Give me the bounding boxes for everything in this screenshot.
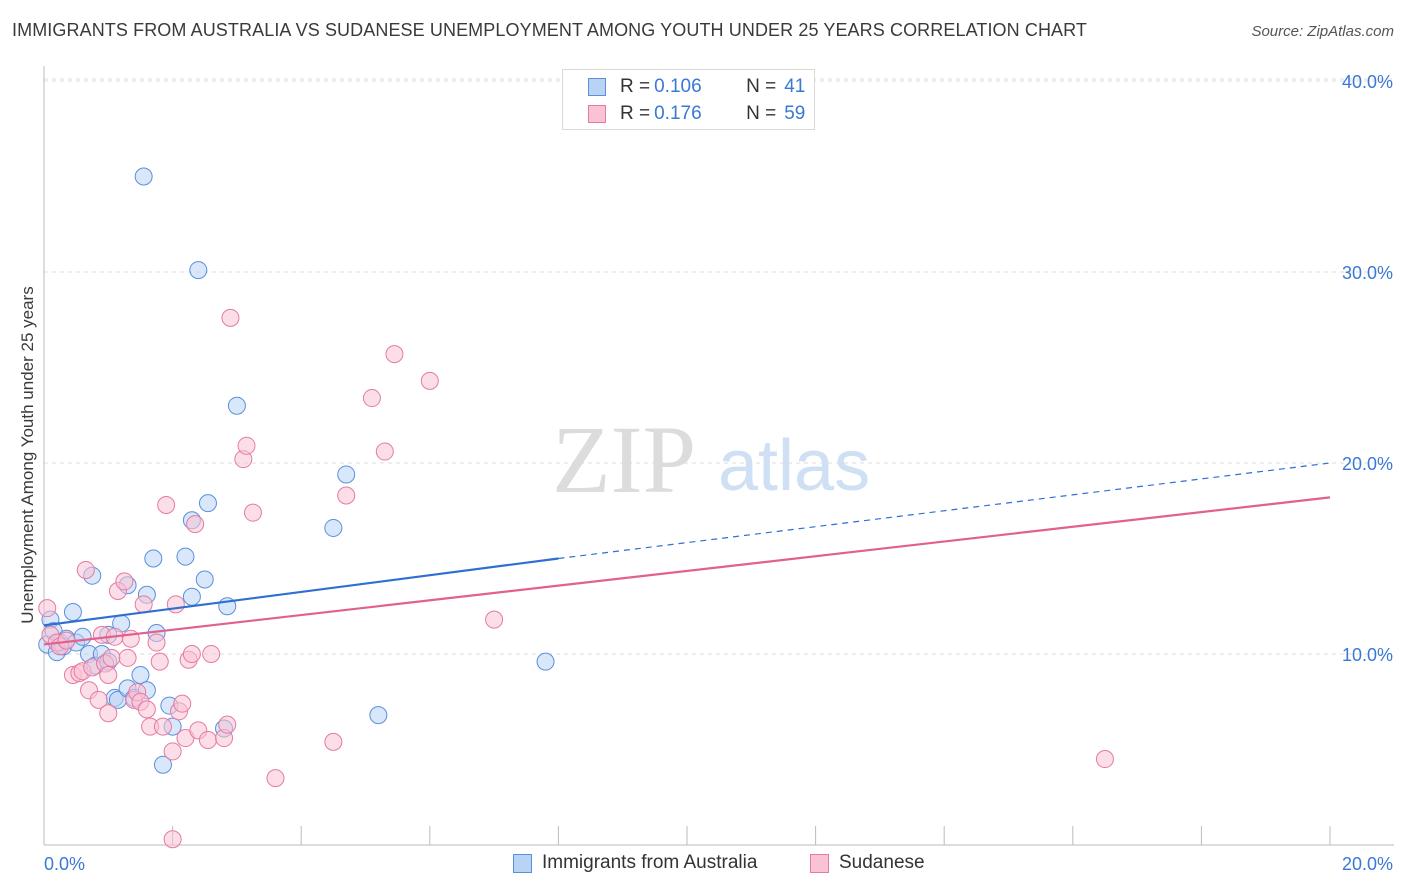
- legend-item-australia: Immigrants from Australia: [513, 852, 757, 874]
- legend-n-value: 59: [784, 103, 806, 124]
- data-point: [99, 704, 118, 723]
- data-point: [385, 345, 404, 364]
- legend-label-australia: Immigrants from Australia: [542, 852, 758, 873]
- data-point: [89, 690, 108, 709]
- data-point: [237, 436, 256, 455]
- data-point: [153, 755, 172, 774]
- y-tick-label: 20.0%: [1342, 454, 1393, 474]
- data-point: [63, 602, 82, 621]
- data-point: [227, 396, 246, 415]
- legend-n-label: N =: [746, 103, 777, 124]
- data-point: [115, 572, 134, 591]
- legend-swatch-blue: [588, 78, 606, 96]
- data-point: [73, 627, 92, 646]
- data-point: [189, 261, 208, 280]
- source-label: Source: ZipAtlas.com: [1251, 23, 1394, 40]
- data-point: [131, 666, 150, 685]
- legend-r-label: R =: [620, 76, 651, 97]
- data-point: [99, 666, 118, 685]
- data-point: [144, 549, 163, 568]
- axes: [43, 66, 1394, 846]
- legend-swatch-blue: [513, 853, 532, 873]
- data-point: [198, 494, 217, 513]
- data-point: [420, 371, 439, 390]
- legend-label-sudanese: Sudanese: [839, 852, 925, 873]
- trend-lines: [43, 462, 1331, 646]
- data-point: [150, 652, 169, 671]
- data-point: [102, 648, 121, 667]
- series-australia-points: [38, 167, 555, 774]
- watermark: ZIP atlas: [552, 406, 870, 513]
- legend-item-sudanese: Sudanese: [810, 852, 925, 874]
- trend-line-australia-extended: [558, 462, 1331, 560]
- data-point: [137, 700, 156, 719]
- data-point: [337, 465, 356, 484]
- data-point: [38, 599, 57, 618]
- data-point: [362, 389, 381, 408]
- data-point: [485, 610, 504, 629]
- trend-line-sudanese: [43, 496, 1331, 646]
- data-point: [369, 706, 388, 725]
- data-point: [195, 570, 214, 589]
- data-point: [134, 167, 153, 186]
- data-point: [76, 560, 95, 579]
- watermark-zip: ZIP: [552, 406, 696, 513]
- data-point: [182, 645, 201, 663]
- watermark-atlas: atlas: [718, 426, 870, 506]
- data-point: [173, 694, 192, 713]
- data-point: [147, 633, 166, 652]
- chart-title: IMMIGRANTS FROM AUSTRALIA VS SUDANESE UN…: [12, 20, 1088, 40]
- legend-r-label: R =: [620, 103, 651, 124]
- data-point: [166, 595, 185, 614]
- data-point: [221, 308, 240, 327]
- legend-swatch-pink: [810, 853, 829, 873]
- data-point: [157, 496, 176, 515]
- legend-row-sudanese: R = 0.176 N = 59: [588, 103, 805, 125]
- correlation-legend: R = 0.106 N = 41 R = 0.176 N = 59: [562, 69, 815, 130]
- series-legend: Immigrants from Australia Sudanese: [0, 852, 1406, 878]
- y-tick-label: 40.0%: [1342, 72, 1393, 92]
- data-point: [266, 769, 285, 788]
- data-point: [337, 486, 356, 505]
- data-point: [176, 547, 195, 566]
- data-point: [182, 587, 201, 606]
- tick-labels: 10.0% 20.0% 30.0% 40.0% 0.0% 20.0%: [44, 72, 1393, 874]
- data-point: [163, 742, 182, 761]
- trend-line-australia: [43, 557, 559, 627]
- data-point: [153, 717, 172, 736]
- data-point: [118, 648, 137, 667]
- data-point: [163, 830, 182, 849]
- legend-r-value: 0.106: [654, 76, 702, 97]
- data-point: [198, 730, 217, 749]
- data-point: [324, 732, 343, 751]
- legend-n-label: N =: [746, 76, 777, 97]
- data-point: [324, 518, 343, 537]
- legend-r-value: 0.176: [654, 103, 702, 124]
- x-tick-label-max: 20.0%: [1342, 854, 1393, 874]
- data-point: [202, 645, 221, 663]
- legend-row-australia: R = 0.106 N = 41: [588, 76, 805, 98]
- legend-n-value: 41: [784, 76, 806, 97]
- y-tick-label: 30.0%: [1342, 263, 1393, 283]
- data-point: [243, 503, 262, 522]
- x-tick-label-min: 0.0%: [44, 854, 85, 874]
- data-point: [536, 652, 555, 671]
- data-point: [134, 595, 153, 614]
- legend-swatch-pink: [588, 105, 606, 123]
- data-point: [1095, 750, 1114, 769]
- data-point: [186, 515, 205, 534]
- data-point: [375, 442, 394, 461]
- y-tick-label: 10.0%: [1342, 645, 1393, 665]
- data-point: [218, 715, 237, 734]
